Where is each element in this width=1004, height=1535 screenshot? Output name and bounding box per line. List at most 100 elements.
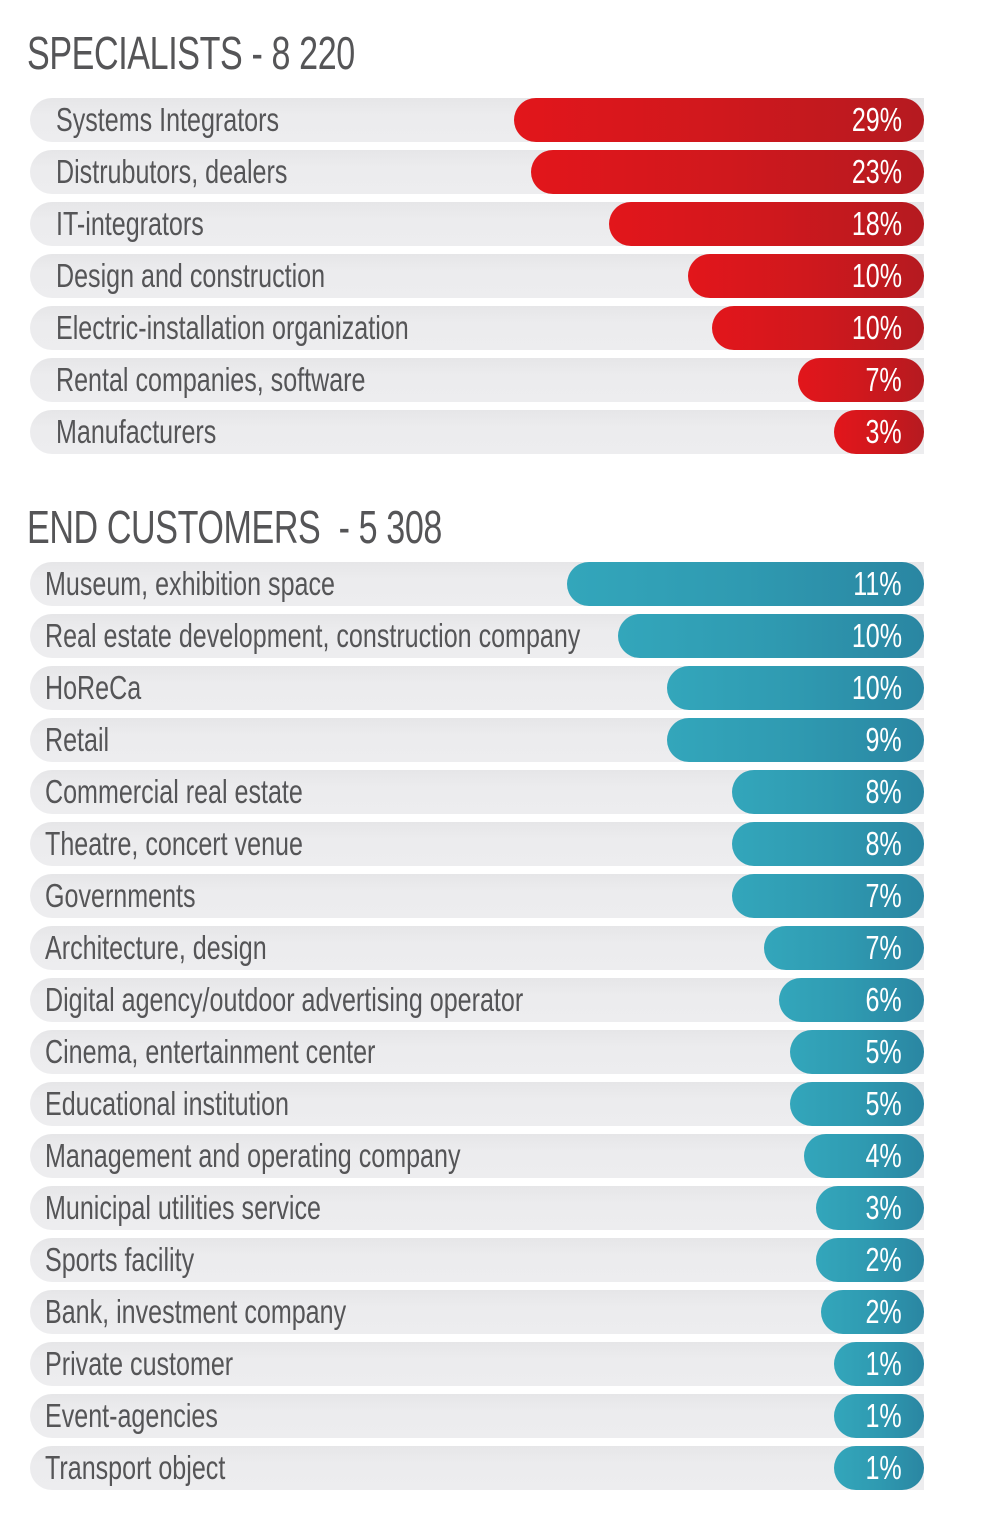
end-customers-row: Retail 9% [30, 718, 924, 762]
end-customers-category-label: Museum, exhibition space [45, 565, 335, 602]
end-customers-heading: END CUSTOMERS - 5 308 [27, 501, 442, 553]
end-customers-value-label: 2% [865, 1293, 902, 1330]
end-customers-bar: 8% [732, 770, 924, 814]
end-customers-value-label: 5% [865, 1085, 902, 1122]
end-customers-value-label: 4% [865, 1137, 902, 1174]
specialists-bar: 10% [688, 254, 924, 298]
specialists-bar: 10% [712, 306, 924, 350]
end-customers-bar: 3% [816, 1186, 924, 1230]
specialists-bar: 3% [834, 410, 924, 454]
end-customers-category-label: Commercial real estate [45, 773, 303, 810]
end-customers-category-label: Architecture, design [45, 929, 267, 966]
specialists-value-label: 29% [851, 101, 902, 138]
end-customers-value-label: 1% [865, 1397, 902, 1434]
specialists-row: Electric-installation organization 10% [30, 306, 924, 350]
specialists-chart: Systems Integrators 29% Distrubutors, deal… [30, 98, 924, 462]
end-customers-value-label: 8% [865, 773, 902, 810]
specialists-category-label: Manufacturers [56, 413, 217, 450]
end-customers-bar: 7% [732, 874, 924, 918]
specialists-category-label: Systems Integrators [56, 101, 280, 138]
end-customers-row: Architecture, design 7% [30, 926, 924, 970]
specialists-row: Design and construction 10% [30, 254, 924, 298]
end-customers-row: Transport object 1% [30, 1446, 924, 1490]
specialists-value-label: 10% [851, 309, 902, 346]
end-customers-value-label: 2% [865, 1241, 902, 1278]
end-customers-category-label: Municipal utilities service [45, 1189, 321, 1226]
specialists-heading: SPECIALISTS - 8 220 [27, 27, 355, 79]
specialists-value-label: 10% [851, 257, 902, 294]
end-customers-category-label: Management and operating company [45, 1137, 461, 1174]
end-customers-bar: 8% [732, 822, 924, 866]
specialists-bar: 7% [798, 358, 924, 402]
specialists-value-label: 18% [851, 205, 902, 242]
end-customers-value-label: 10% [851, 617, 902, 654]
end-customers-value-label: 5% [865, 1033, 902, 1070]
end-customers-category-label: Retail [45, 721, 110, 758]
end-customers-row: Cinema, entertainment center 5% [30, 1030, 924, 1074]
end-customers-value-label: 3% [865, 1189, 902, 1226]
end-customers-bar: 1% [834, 1394, 924, 1438]
end-customers-category-label: Theatre, concert venue [45, 825, 303, 862]
end-customers-bar: 5% [790, 1082, 924, 1126]
end-customers-bar: 6% [779, 978, 924, 1022]
specialists-row: Systems Integrators 29% [30, 98, 924, 142]
specialists-category-label: Rental companies, software [56, 361, 366, 398]
specialists-bar: 18% [609, 202, 924, 246]
end-customers-bar: 9% [667, 718, 924, 762]
end-customers-bar: 2% [816, 1238, 924, 1282]
end-customers-category-label: Private customer [45, 1345, 234, 1382]
end-customers-category-label: Transport object [45, 1449, 226, 1486]
end-customers-value-label: 9% [865, 721, 902, 758]
end-customers-bar: 5% [790, 1030, 924, 1074]
end-customers-category-label: Event-agencies [45, 1397, 218, 1434]
end-customers-row: Private customer 1% [30, 1342, 924, 1386]
specialists-category-label: IT-integrators [56, 205, 204, 242]
end-customers-row: Bank, investment company 2% [30, 1290, 924, 1334]
end-customers-bar: 10% [618, 614, 924, 658]
specialists-bar: 29% [514, 98, 924, 142]
specialists-value-label: 3% [865, 413, 902, 450]
end-customers-row: Sports facility 2% [30, 1238, 924, 1282]
end-customers-row: Municipal utilities service 3% [30, 1186, 924, 1230]
end-customers-category-label: Digital agency/outdoor advertising opera… [45, 981, 524, 1018]
end-customers-category-label: Cinema, entertainment center [45, 1033, 376, 1070]
end-customers-row: Educational institution 5% [30, 1082, 924, 1126]
end-customers-value-label: 1% [865, 1449, 902, 1486]
end-customers-chart: Museum, exhibition space 11% Real estate d… [30, 562, 924, 1498]
end-customers-row: Museum, exhibition space 11% [30, 562, 924, 606]
specialists-value-label: 7% [865, 361, 902, 398]
specialists-row: Rental companies, software 7% [30, 358, 924, 402]
end-customers-bar: 7% [764, 926, 924, 970]
specialists-row: Manufacturers 3% [30, 410, 924, 454]
end-customers-value-label: 11% [853, 565, 902, 602]
specialists-category-label: Electric-installation organization [56, 309, 409, 346]
end-customers-value-label: 7% [865, 929, 902, 966]
end-customers-category-label: Governments [45, 877, 196, 914]
end-customers-value-label: 7% [865, 877, 902, 914]
specialists-row: Distrubutors, dealers 23% [30, 150, 924, 194]
end-customers-row: Governments 7% [30, 874, 924, 918]
specialists-bar: 23% [531, 150, 924, 194]
end-customers-bar: 1% [834, 1446, 924, 1490]
end-customers-value-label: 8% [865, 825, 902, 862]
end-customers-row: Real estate development, construction co… [30, 614, 924, 658]
end-customers-value-label: 6% [865, 981, 902, 1018]
end-customers-bar: 4% [804, 1134, 924, 1178]
end-customers-row: Event-agencies 1% [30, 1394, 924, 1438]
end-customers-category-label: Sports facility [45, 1241, 195, 1278]
end-customers-row: Management and operating company 4% [30, 1134, 924, 1178]
end-customers-category-label: Educational institution [45, 1085, 289, 1122]
end-customers-bar: 11% [567, 562, 924, 606]
end-customers-row: Digital agency/outdoor advertising opera… [30, 978, 924, 1022]
end-customers-bar: 2% [821, 1290, 924, 1334]
end-customers-row: Commercial real estate 8% [30, 770, 924, 814]
end-customers-category-label: Bank, investment company [45, 1293, 347, 1330]
end-customers-bar: 10% [667, 666, 924, 710]
end-customers-row: HoReCa 10% [30, 666, 924, 710]
end-customers-category-label: HoReCa [45, 669, 142, 706]
end-customers-category-label: Real estate development, construction co… [45, 617, 581, 654]
end-customers-value-label: 1% [865, 1345, 902, 1382]
specialists-category-label: Design and construction [56, 257, 326, 294]
specialists-value-label: 23% [851, 153, 902, 190]
end-customers-row: Theatre, concert venue 8% [30, 822, 924, 866]
